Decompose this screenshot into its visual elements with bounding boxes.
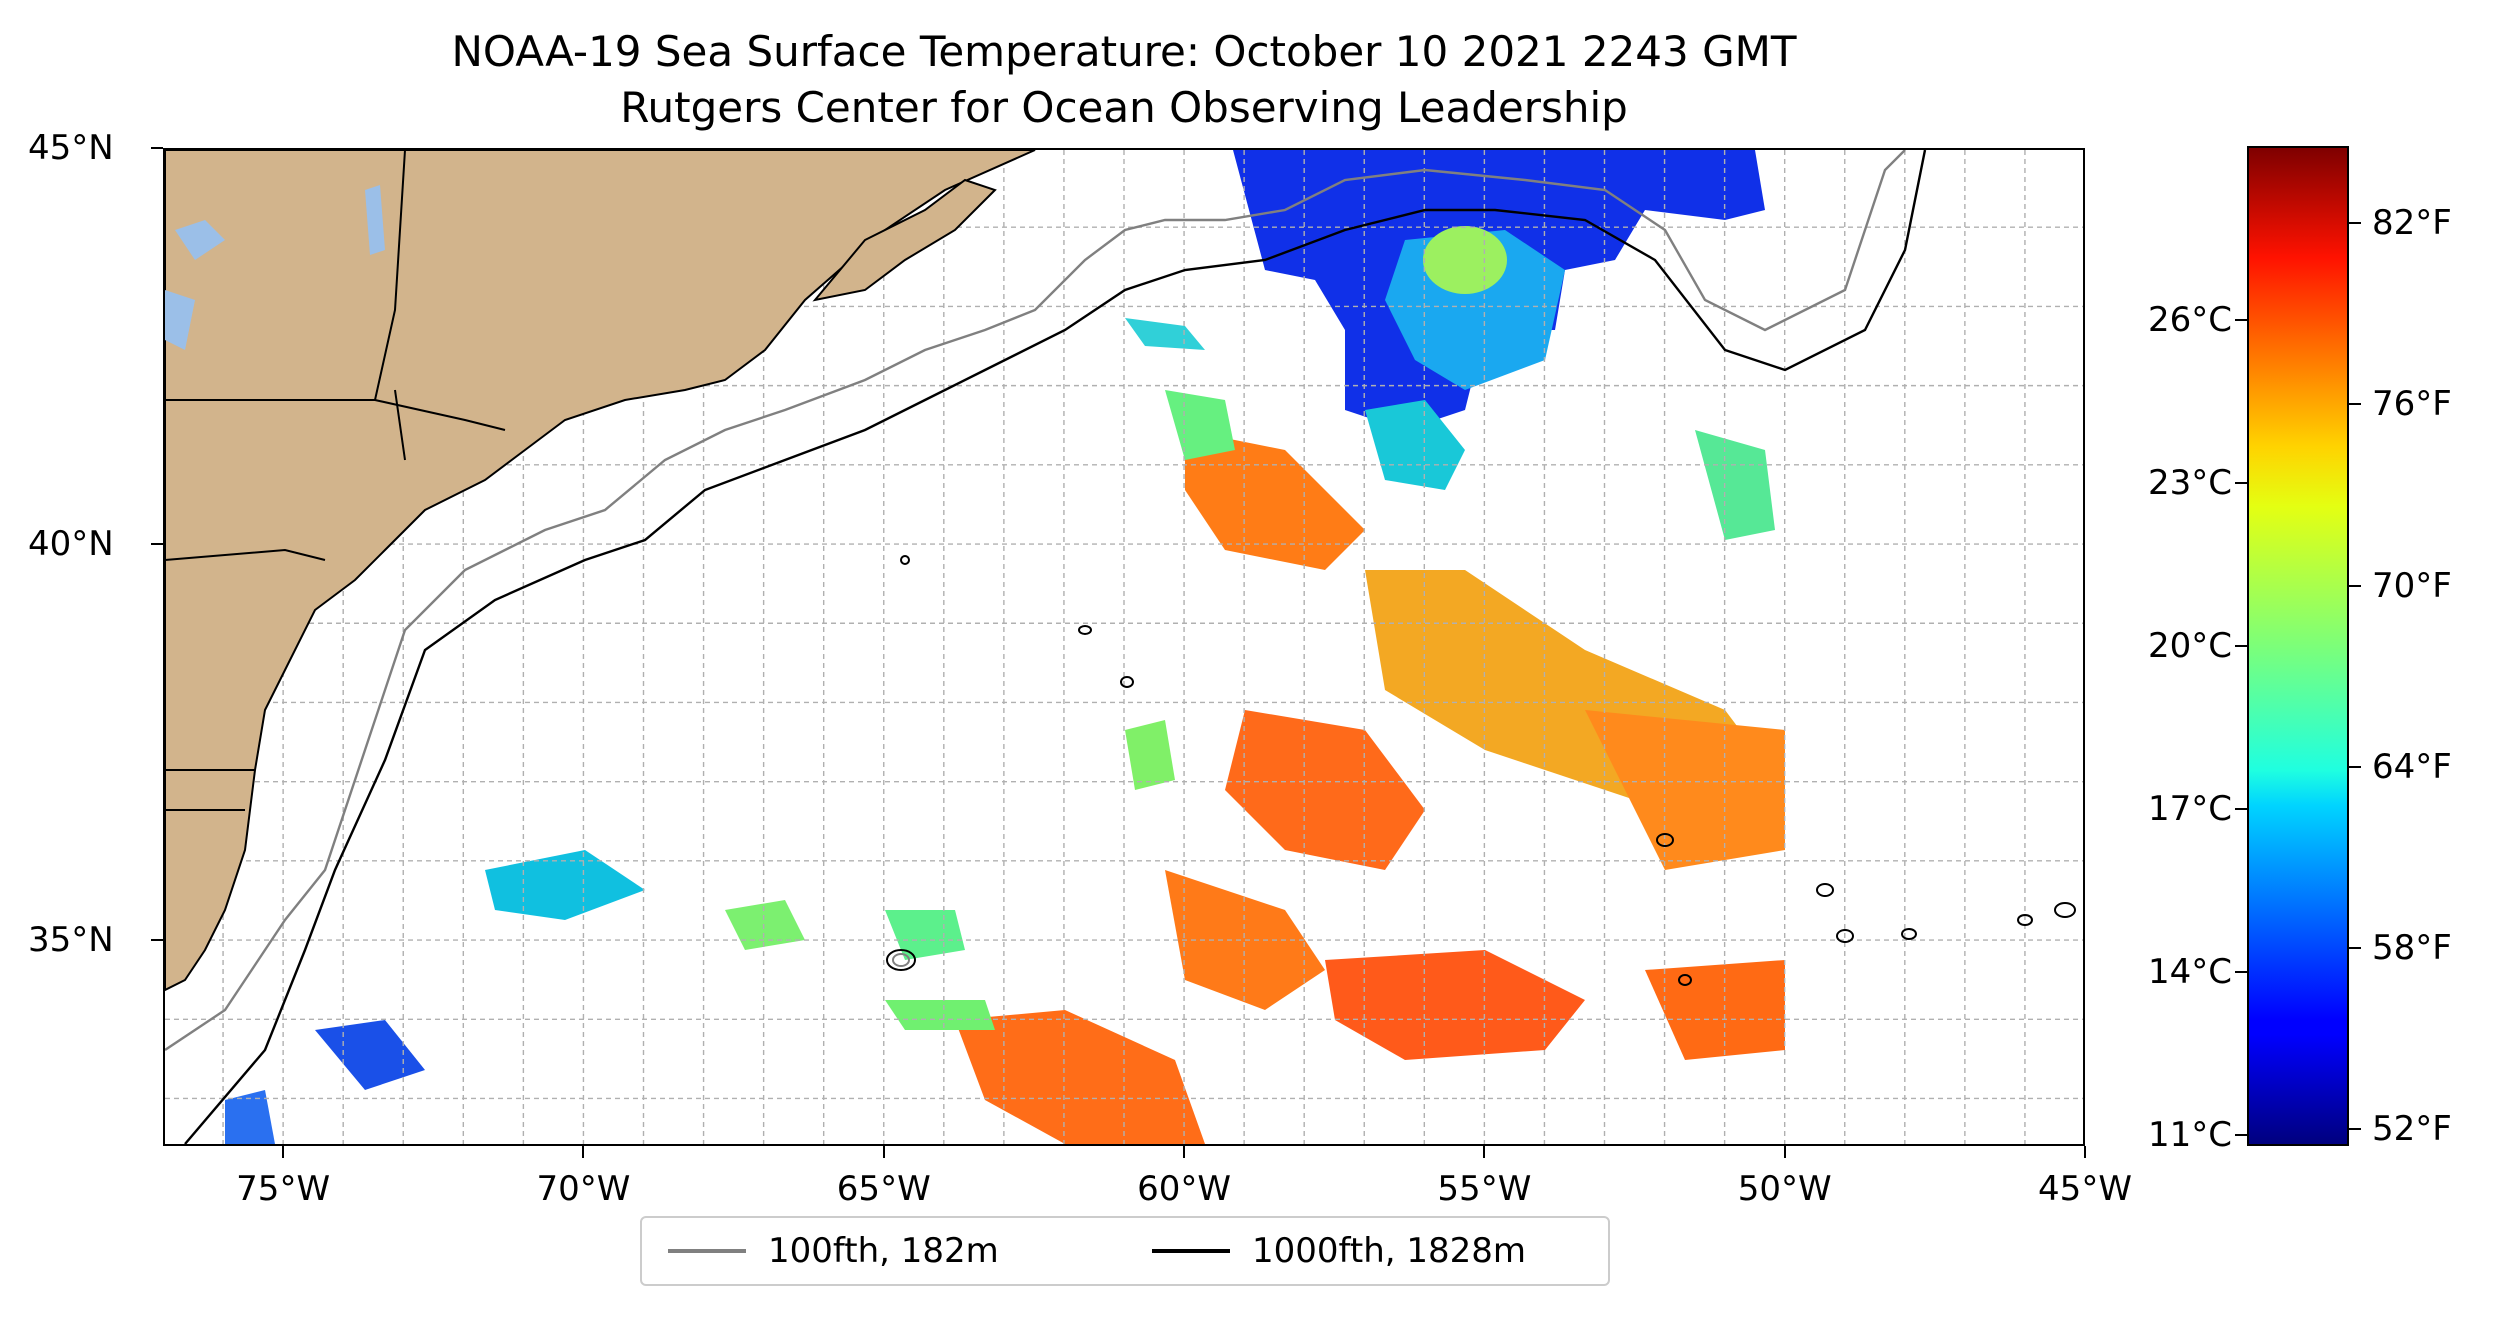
lon-tick-mark [1183, 1146, 1186, 1158]
sst-warm-region-3 [1225, 710, 1425, 870]
colorbar-fahrenheit-tick [2349, 403, 2361, 406]
map-panel [163, 148, 2085, 1146]
colorbar-fahrenheit-tick [2349, 765, 2361, 768]
legend-label-100fth: 100fth, 182m [768, 1231, 999, 1271]
lon-tick-label: 75°W [236, 1169, 331, 1209]
sst-patches [225, 150, 1785, 1144]
isobath-100fth [165, 150, 1906, 1051]
isobath-seamount-9 [1120, 676, 1135, 688]
lat-tick-mark [151, 147, 163, 149]
sst-green-patch-1 [1165, 390, 1235, 460]
isobaths [165, 150, 2077, 1144]
colorbar-fahrenheit-label: 82°F [2372, 203, 2452, 244]
colorbar-fahrenheit-tick [2349, 946, 2361, 949]
lat-tick-label: 40°N [28, 524, 114, 565]
legend-item-1000fth: 1000fth, 1828m [1152, 1218, 1526, 1284]
sst-cyan-patch-1 [485, 850, 645, 920]
colorbar-celsius-tick [2235, 481, 2247, 484]
land [165, 150, 1036, 992]
lat-tick-mark [151, 543, 163, 546]
colorbar-celsius-label: 14°C [2147, 952, 2232, 993]
isobath-seamount-8 [892, 953, 911, 967]
colorbar [2247, 146, 2349, 1146]
sst-blue-patch-1 [315, 1020, 425, 1090]
colorbar-fahrenheit-tick [2349, 222, 2361, 225]
land-nova-scotia [812, 178, 997, 302]
lon-tick-mark [1483, 1146, 1486, 1158]
colorbar-celsius-tick [2235, 318, 2247, 321]
lon-tick-label: 50°W [1737, 1169, 1832, 1209]
lon-tick-mark [2084, 1146, 2086, 1158]
lon-tick-label: 45°W [2038, 1169, 2132, 1209]
sst-green-patch-4 [885, 1000, 995, 1030]
lat-tick-label: 45°N [28, 128, 114, 168]
sst-warm-region-8 [1645, 960, 1785, 1060]
colorbar-celsius-tick [2235, 645, 2247, 647]
colorbar-fahrenheit-label: 58°F [2372, 927, 2452, 968]
sst-green-patch-6 [1695, 430, 1775, 540]
sst-warm-eddy [1423, 226, 1507, 294]
legend-swatch-1000fth [1152, 1249, 1230, 1253]
sst-cyan-patch-2 [1125, 318, 1205, 350]
lon-tick-label: 65°W [836, 1169, 931, 1209]
colorbar-fahrenheit-tick [2349, 1128, 2361, 1131]
colorbar-celsius-label: 20°C [2147, 626, 2232, 666]
isobath-seamount-11 [900, 555, 911, 565]
colorbar-celsius-label: 26°C [2147, 299, 2232, 340]
isobath-seamount-2 [1836, 929, 1855, 943]
legend-label-1000fth: 1000fth, 1828m [1252, 1231, 1527, 1271]
isobath-seamount-10 [1078, 625, 1093, 635]
lon-tick-label: 55°W [1437, 1169, 1532, 1209]
colorbar-fahrenheit-label: 52°F [2372, 1109, 2452, 1150]
colorbar-celsius-tick [2235, 1134, 2247, 1137]
isobath-seamount-7 [886, 949, 917, 971]
lon-tick-mark [1783, 1146, 1786, 1158]
colorbar-fahrenheit-label: 70°F [2372, 565, 2452, 606]
colorbar-celsius-tick [2235, 808, 2247, 811]
lakes [165, 185, 385, 350]
state-borders [165, 150, 506, 811]
lat-tick-mark [151, 939, 163, 942]
isobath-1000fth [184, 150, 1927, 1144]
sst-green-patch-2 [725, 900, 805, 950]
map-svg [165, 150, 2083, 1144]
isobath-seamount-5 [1901, 928, 1918, 940]
sst-warm-region-5 [1325, 950, 1585, 1060]
lat-tick-label: 35°N [28, 920, 114, 961]
sst-warm-region-6 [955, 1010, 1205, 1144]
lon-tick-mark [282, 1146, 285, 1158]
isobath-seamount-6 [1678, 974, 1693, 986]
sst-blue-patch-2 [225, 1090, 275, 1144]
sst-green-patch-3 [885, 910, 965, 960]
land-us-northeast [165, 150, 1036, 992]
lon-tick-mark [582, 1146, 585, 1158]
lon-tick-mark [882, 1146, 885, 1158]
sst-cyan-streak [1365, 400, 1465, 490]
lon-tick-label: 60°W [1137, 1169, 1232, 1209]
isobath-seamount-1 [1656, 833, 1675, 847]
chart-title: NOAA-19 Sea Surface Temperature: October… [451, 27, 1797, 76]
colorbar-celsius-label: 17°C [2147, 789, 2232, 830]
colorbar-celsius-label: 11°C [2147, 1115, 2232, 1156]
sst-warm-region-7 [1585, 710, 1785, 870]
isobath-seamount-12 [2017, 914, 2034, 926]
colorbar-fahrenheit-label: 64°F [2372, 746, 2452, 787]
colorbar-celsius-tick [2235, 971, 2247, 974]
sst-green-patch-5 [1125, 720, 1175, 790]
chart-subtitle: Rutgers Center for Ocean Observing Leade… [620, 83, 1628, 132]
isobath-seamount-4 [1816, 883, 1835, 897]
colorbar-celsius-label: 23°C [2147, 462, 2232, 503]
legend: 100fth, 182m 1000fth, 1828m [640, 1216, 1610, 1286]
colorbar-gradient [2249, 148, 2347, 1144]
legend-item-100fth: 100fth, 182m [668, 1218, 999, 1284]
colorbar-fahrenheit-tick [2349, 584, 2361, 587]
lon-tick-label: 70°W [536, 1169, 631, 1209]
legend-swatch-100fth [668, 1249, 746, 1253]
colorbar-fahrenheit-label: 76°F [2372, 384, 2452, 425]
isobath-seamount-3 [2054, 902, 2077, 918]
